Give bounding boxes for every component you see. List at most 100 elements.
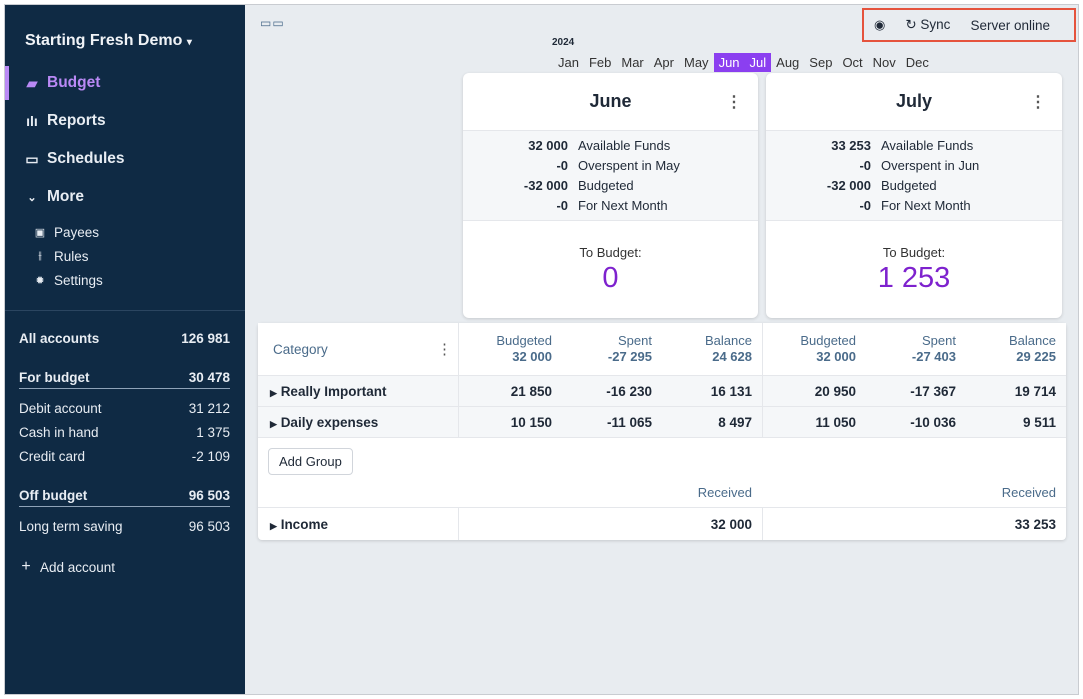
account-name: For budget	[19, 370, 90, 385]
account-balance: 30 478	[188, 370, 230, 385]
month-summary-july: July ⋮ 33 253 Available Funds -0 Overspent in…	[766, 73, 1062, 318]
month-apr[interactable]: Apr	[653, 55, 674, 70]
summary-rows: 32 000 Available Funds -0 Overspent in May -…	[463, 131, 758, 222]
account-for-budget[interactable]: For budget 30 478	[19, 370, 230, 389]
menu-icon[interactable]: ⋮	[726, 94, 742, 111]
column-label: Spent	[922, 333, 956, 348]
account-name: All accounts	[19, 331, 100, 346]
group-amount: -17 367	[910, 384, 956, 399]
group-label: Really Important	[280, 384, 387, 399]
calendar-icon[interactable]: ▭	[272, 16, 285, 30]
month-may[interactable]: May	[684, 55, 709, 70]
to-budget: To Budget: 0	[463, 221, 758, 295]
sidebar: Starting Fresh Demo ▾ ▰ Budget ılı Reports…	[5, 5, 245, 694]
month-picker: Jan Feb Mar Apr May Jun Jul Aug Sep Oct Nov Dec	[553, 53, 934, 72]
sliders-icon: ⫲	[38, 250, 42, 262]
sidebar-item-budget[interactable]: ▰ Budget	[5, 66, 245, 100]
menu-icon[interactable]: ⋮	[1030, 94, 1046, 111]
column-total: 32 000	[816, 349, 856, 364]
month-nov[interactable]: Nov	[872, 55, 896, 70]
month-header: July ⋮	[766, 73, 1062, 131]
column-total: -27 295	[607, 349, 652, 364]
sync-button[interactable]: ↻ Sync	[905, 17, 950, 33]
plus-icon: +	[21, 558, 31, 575]
summary-label: For Next Month	[578, 197, 668, 213]
budget-file-menu[interactable]: Starting Fresh Demo ▾	[25, 32, 192, 50]
summary-row: -32 000 Budgeted	[766, 176, 1062, 196]
account-balance: 126 981	[181, 331, 230, 346]
month-summary-june: June ⋮ 32 000 Available Funds -0 Overspent in…	[463, 73, 758, 318]
summary-value: -0	[556, 158, 568, 174]
group-amount: -16 230	[606, 384, 652, 399]
month-feb[interactable]: Feb	[588, 55, 612, 70]
column-header-spent: Spent -27 295	[608, 333, 652, 365]
add-group-button[interactable]: Add Group	[268, 448, 353, 475]
column-total: 24 628	[712, 349, 752, 364]
calendar-icon[interactable]: ▭	[260, 16, 273, 30]
category-group-row[interactable]: ▶ Really Important 21 850 -16 230 16 131 20 …	[258, 376, 1066, 407]
month-oct[interactable]: Oct	[842, 55, 863, 70]
account-debit[interactable]: Debit account 31 212	[19, 401, 230, 416]
account-off-budget[interactable]: Off budget 96 503	[19, 488, 230, 507]
group-amount: 11 050	[815, 415, 856, 430]
divider	[5, 310, 245, 311]
to-budget-label: To Budget:	[882, 245, 946, 261]
sidebar-item-rules[interactable]: ⫲ Rules	[33, 249, 88, 264]
column-header-budgeted: Budgeted 32 000	[496, 333, 552, 365]
group-name[interactable]: ▶ Really Important	[270, 384, 386, 399]
income-received: 32 000	[710, 517, 752, 532]
group-amount: 16 131	[710, 384, 752, 399]
calendar-toggle-icons[interactable]: ▭▭	[260, 16, 285, 30]
summary-value: -0	[556, 197, 568, 213]
column-label: Balance	[1009, 333, 1056, 348]
account-name: Debit account	[19, 401, 102, 416]
add-account-label: Add account	[40, 559, 116, 575]
group-amount: 9 511	[1022, 415, 1056, 430]
store-icon: ▣	[34, 227, 46, 239]
eye-icon[interactable]: ◉	[874, 17, 886, 32]
column-total: 32 000	[512, 349, 552, 364]
summary-label: Available Funds	[881, 138, 974, 154]
account-all[interactable]: All accounts 126 981	[19, 331, 230, 346]
account-name: Off budget	[19, 488, 88, 503]
month-dec[interactable]: Dec	[905, 55, 929, 70]
budget-title: Starting Fresh Demo	[25, 32, 183, 49]
sidebar-item-schedules[interactable]: ▭ Schedules	[5, 142, 245, 176]
column-label: Budgeted	[800, 333, 856, 348]
nav-label: More	[47, 188, 85, 205]
month-sep[interactable]: Sep	[809, 55, 833, 70]
nav-label: Settings	[54, 273, 103, 288]
account-credit[interactable]: Credit card -2 109	[19, 449, 230, 464]
column-header-budgeted: Budgeted 32 000	[800, 333, 856, 365]
account-cash[interactable]: Cash in hand 1 375	[19, 425, 230, 440]
month-aug[interactable]: Aug	[776, 55, 800, 70]
column-header-spent: Spent -27 403	[912, 333, 956, 365]
sidebar-item-payees[interactable]: ▣ Payees	[33, 225, 99, 240]
budget-table: Category ⋮ Budgeted 32 000 Spent -27 295 Bal…	[258, 323, 1066, 540]
summary-row: -0 For Next Month	[766, 195, 1062, 215]
to-budget: To Budget: 1 253	[766, 221, 1062, 295]
month-jul[interactable]: Jul	[744, 53, 772, 72]
month-title: July	[895, 91, 933, 111]
summary-label: Available Funds	[578, 138, 671, 154]
summary-label: For Next Month	[881, 197, 971, 213]
category-menu-icon[interactable]: ⋮	[437, 341, 452, 358]
server-status[interactable]: Server online	[970, 17, 1050, 33]
to-budget-amount[interactable]: 1 253	[877, 262, 951, 295]
summary-value: -0	[859, 158, 871, 174]
account-long-term[interactable]: Long term saving 96 503	[19, 519, 230, 534]
sidebar-item-settings[interactable]: ✹ Settings	[33, 273, 103, 288]
summary-value: -32 000	[523, 177, 568, 193]
to-budget-amount[interactable]: 0	[602, 262, 619, 295]
sidebar-item-reports[interactable]: ılı Reports	[5, 104, 245, 138]
month-mar[interactable]: Mar	[621, 55, 644, 70]
month-jan[interactable]: Jan	[558, 55, 579, 70]
income-row[interactable]: ▶ Income 32 000 33 253	[258, 507, 1066, 540]
nav-label: Reports	[47, 112, 106, 129]
add-account-button[interactable]: + Add account	[19, 558, 115, 576]
income-group-name[interactable]: ▶ Income	[270, 517, 328, 532]
group-name[interactable]: ▶ Daily expenses	[270, 415, 378, 430]
month-jun[interactable]: Jun	[713, 53, 745, 72]
sidebar-item-more[interactable]: ⌄ More	[5, 180, 245, 214]
category-group-row[interactable]: ▶ Daily expenses 10 150 -11 065 8 497 11 050…	[258, 407, 1066, 438]
